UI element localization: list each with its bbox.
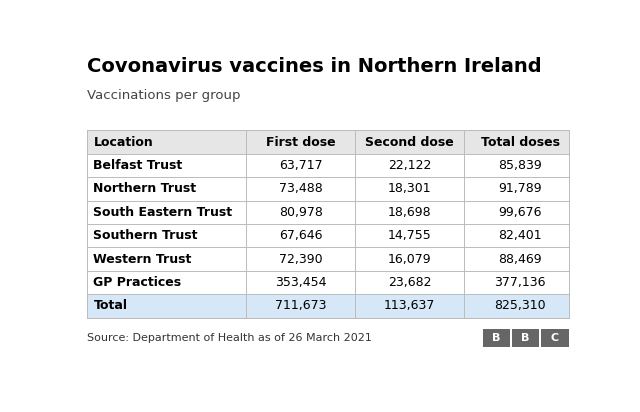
Bar <box>88 247 568 271</box>
Bar <box>541 330 568 347</box>
Text: 18,301: 18,301 <box>388 183 431 195</box>
Bar <box>512 330 540 347</box>
Text: GP Practices: GP Practices <box>93 276 182 289</box>
Text: 23,682: 23,682 <box>388 276 431 289</box>
Text: 377,136: 377,136 <box>495 276 546 289</box>
Text: Source: Department of Health as of 26 March 2021: Source: Department of Health as of 26 Ma… <box>88 333 372 343</box>
Text: C: C <box>551 333 559 343</box>
Text: Second dose: Second dose <box>365 136 454 149</box>
Text: First dose: First dose <box>266 136 335 149</box>
Text: Western Trust: Western Trust <box>93 253 192 265</box>
Text: Southern Trust: Southern Trust <box>93 229 198 242</box>
Text: Location: Location <box>93 136 153 149</box>
Bar <box>88 271 568 294</box>
Text: 353,454: 353,454 <box>275 276 326 289</box>
Text: 82,401: 82,401 <box>499 229 542 242</box>
Text: 80,978: 80,978 <box>279 206 323 219</box>
Text: Vaccinations per group: Vaccinations per group <box>88 89 241 102</box>
Bar <box>483 330 510 347</box>
Text: 88,469: 88,469 <box>499 253 542 265</box>
Text: 73,488: 73,488 <box>279 183 323 195</box>
Text: Belfast Trust: Belfast Trust <box>93 159 182 172</box>
Text: 85,839: 85,839 <box>499 159 542 172</box>
Text: 711,673: 711,673 <box>275 299 326 312</box>
Bar <box>88 201 568 224</box>
Bar <box>88 224 568 247</box>
Text: 72,390: 72,390 <box>279 253 323 265</box>
Text: Total doses: Total doses <box>481 136 560 149</box>
Text: Northern Trust: Northern Trust <box>93 183 196 195</box>
Text: South Eastern Trust: South Eastern Trust <box>93 206 232 219</box>
Text: 18,698: 18,698 <box>388 206 431 219</box>
Text: 14,755: 14,755 <box>388 229 432 242</box>
Bar <box>88 177 568 201</box>
Bar <box>88 294 568 318</box>
Text: 16,079: 16,079 <box>388 253 431 265</box>
Text: 91,789: 91,789 <box>499 183 542 195</box>
Text: 825,310: 825,310 <box>494 299 546 312</box>
Text: 113,637: 113,637 <box>384 299 436 312</box>
Text: 99,676: 99,676 <box>499 206 542 219</box>
Bar <box>88 154 568 177</box>
Text: 63,717: 63,717 <box>279 159 323 172</box>
Text: Total: Total <box>93 299 127 312</box>
Text: 67,646: 67,646 <box>279 229 323 242</box>
Text: B: B <box>492 333 500 343</box>
Text: Covonavirus vaccines in Northern Ireland: Covonavirus vaccines in Northern Ireland <box>88 57 542 76</box>
Bar <box>88 130 568 154</box>
Text: 22,122: 22,122 <box>388 159 431 172</box>
Text: B: B <box>522 333 530 343</box>
